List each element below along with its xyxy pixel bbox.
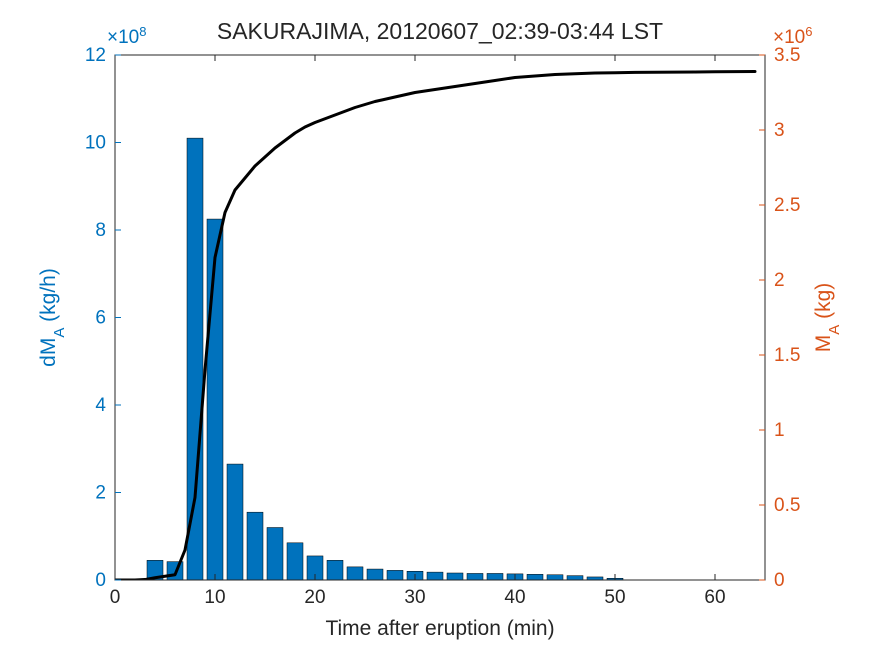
yl-tick-label: 4	[95, 395, 106, 416]
bar	[367, 569, 383, 580]
x-tick-label: 20	[304, 587, 325, 608]
yl-tick-label: 10	[85, 133, 106, 154]
bar	[527, 574, 543, 580]
bar	[447, 573, 463, 580]
yr-tick-label: 2	[774, 270, 785, 291]
bar	[567, 576, 583, 580]
bar	[287, 543, 303, 580]
bar	[387, 570, 403, 580]
bar	[227, 464, 243, 580]
yr-tick-label: 0.5	[774, 495, 800, 516]
bar	[547, 575, 563, 580]
bar	[487, 573, 503, 580]
bar	[267, 528, 283, 581]
x-tick-label: 60	[704, 587, 725, 608]
bar	[327, 560, 343, 580]
bar	[347, 567, 363, 580]
yr-tick-label: 1	[774, 420, 785, 441]
x-tick-label: 50	[604, 587, 625, 608]
eruption-chart: 0102030405060Time after eruption (min)02…	[0, 0, 875, 656]
yr-tick-label: 2.5	[774, 195, 800, 216]
x-tick-label: 10	[204, 587, 225, 608]
x-axis-label: Time after eruption (min)	[325, 617, 554, 640]
yl-tick-label: 6	[95, 308, 106, 329]
bar	[427, 572, 443, 580]
chart-background	[0, 0, 875, 656]
chart-title: SAKURAJIMA, 20120607_02:39-03:44 LST	[217, 18, 663, 44]
yl-tick-label: 12	[85, 45, 106, 66]
bar	[247, 512, 263, 580]
bar	[187, 138, 203, 580]
yr-tick-label: 1.5	[774, 345, 800, 366]
yr-tick-label: 0	[774, 570, 785, 591]
yl-tick-label: 2	[95, 483, 106, 504]
bar	[467, 573, 483, 580]
x-tick-label: 0	[110, 587, 121, 608]
x-tick-label: 40	[504, 587, 525, 608]
yr-tick-label: 3	[774, 120, 785, 141]
yl-tick-label: 0	[95, 570, 106, 591]
yl-tick-label: 8	[95, 220, 106, 241]
x-tick-label: 30	[404, 587, 425, 608]
yr-tick-label: 3.5	[774, 45, 800, 66]
